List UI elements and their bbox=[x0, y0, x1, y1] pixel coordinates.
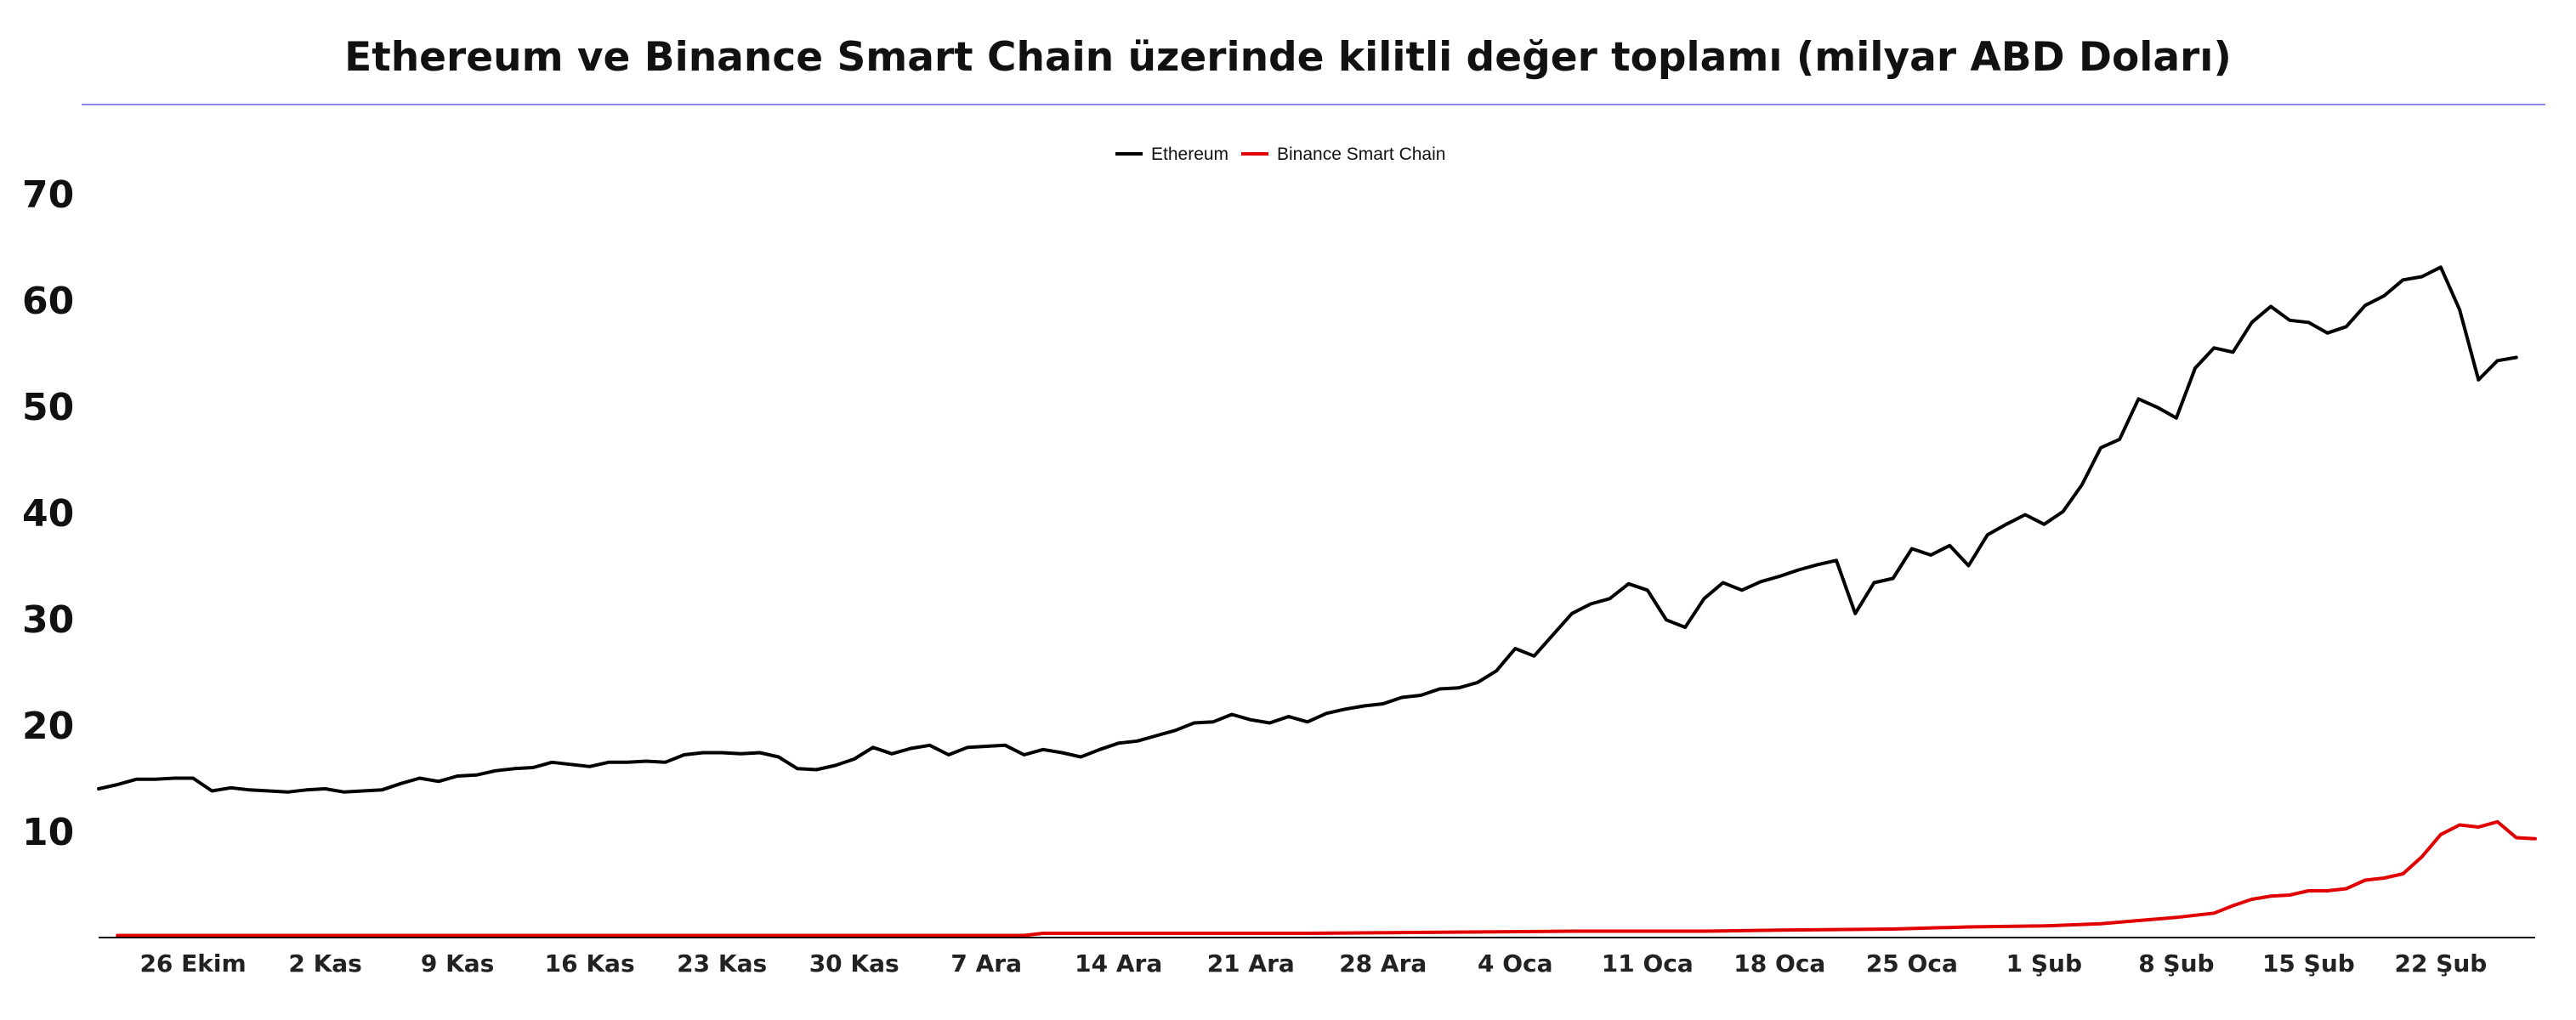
y-axis-ticks: 10 20 30 40 50 60 70 bbox=[22, 173, 74, 854]
x-tick-label: 26 Ekim bbox=[139, 949, 246, 978]
x-tick-label: 30 Kas bbox=[809, 949, 899, 978]
x-tick-label: 22 Şub bbox=[2394, 949, 2487, 978]
x-tick-label: 15 Şub bbox=[2262, 949, 2355, 978]
x-tick-label: 16 Kas bbox=[545, 949, 635, 978]
y-tick-label: 20 bbox=[22, 705, 74, 748]
x-axis-ticks: 26 Ekim 2 Kas 9 Kas 16 Kas 23 Kas 30 Kas 7 Ara… bbox=[139, 949, 2487, 978]
series-lines bbox=[97, 265, 2537, 938]
y-tick-label: 60 bbox=[22, 280, 74, 323]
y-tick-label: 40 bbox=[22, 492, 74, 536]
chart-legend: Ethereum Binance Smart Chain bbox=[1115, 144, 1445, 164]
x-tick-label: 28 Ara bbox=[1339, 949, 1427, 978]
x-tick-label: 21 Ara bbox=[1207, 949, 1295, 978]
y-tick-label: 30 bbox=[22, 598, 74, 642]
y-tick-label: 10 bbox=[22, 811, 74, 854]
y-tick-label: 50 bbox=[22, 386, 74, 429]
x-tick-label: 9 Kas bbox=[421, 949, 495, 978]
x-tick-label: 25 Oca bbox=[1866, 949, 1958, 978]
x-tick-label: 7 Ara bbox=[950, 949, 1022, 978]
y-tick-label: 70 bbox=[22, 173, 74, 217]
x-tick-label: 23 Kas bbox=[677, 949, 767, 978]
series-line-binance-smart-chain bbox=[116, 819, 2537, 938]
series-line-ethereum bbox=[97, 265, 2518, 794]
x-tick-label: 1 Şub bbox=[2006, 949, 2082, 978]
x-tick-label: 11 Oca bbox=[1602, 949, 1694, 978]
title-divider bbox=[82, 104, 2545, 105]
chart-title: Ethereum ve Binance Smart Chain üzerinde… bbox=[344, 34, 2232, 81]
x-tick-label: 18 Oca bbox=[1733, 949, 1825, 978]
x-tick-label: 8 Şub bbox=[2138, 949, 2214, 978]
legend-label: Binance Smart Chain bbox=[1277, 144, 1445, 164]
x-tick-label: 14 Ara bbox=[1075, 949, 1162, 978]
legend-label: Ethereum bbox=[1151, 144, 1228, 164]
x-tick-label: 4 Oca bbox=[1478, 949, 1553, 978]
x-tick-label: 2 Kas bbox=[288, 949, 362, 978]
